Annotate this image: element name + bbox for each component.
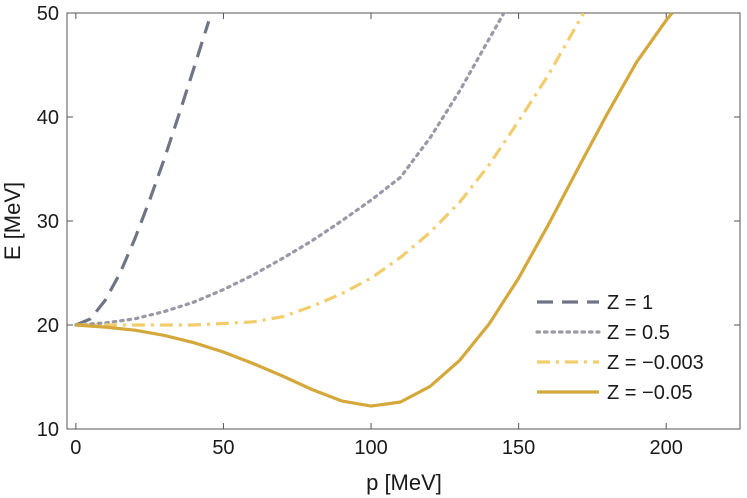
- x-tick-label-100: 100: [354, 437, 387, 459]
- series-line-4: [75, 13, 674, 408]
- y-tick-label-10: 10: [37, 419, 59, 441]
- legend-label-3: Z = −0.003: [607, 352, 704, 374]
- y-tick-label-30: 30: [37, 211, 59, 233]
- legend-label-2: Z = 0.5: [607, 322, 670, 344]
- x-tick-label-0: 0: [70, 437, 81, 459]
- ticks-layer: 0 50 100 150 200 10 20 30 40 50: [37, 3, 740, 459]
- legend: Z = 1 Z = 0.5 Z = −0.003 Z = −0.05: [535, 292, 704, 404]
- series-line-3: [75, 13, 585, 327]
- series-line-1: [75, 20, 211, 327]
- x-axis-title: p [MeV]: [366, 470, 442, 495]
- y-tick-label-20: 20: [37, 315, 59, 337]
- y-axis-title: E [MeV]: [0, 182, 25, 260]
- y-tick-label-50: 50: [37, 3, 59, 25]
- series-line-2: [74, 13, 506, 327]
- x-tick-label-50: 50: [212, 437, 234, 459]
- legend-label-4: Z = −0.05: [607, 382, 693, 404]
- y-tick-label-40: 40: [37, 107, 59, 129]
- legend-label-1: Z = 1: [607, 292, 653, 314]
- x-tick-label-200: 200: [650, 437, 683, 459]
- series-layer: [74, 13, 674, 408]
- x-tick-label-150: 150: [502, 437, 535, 459]
